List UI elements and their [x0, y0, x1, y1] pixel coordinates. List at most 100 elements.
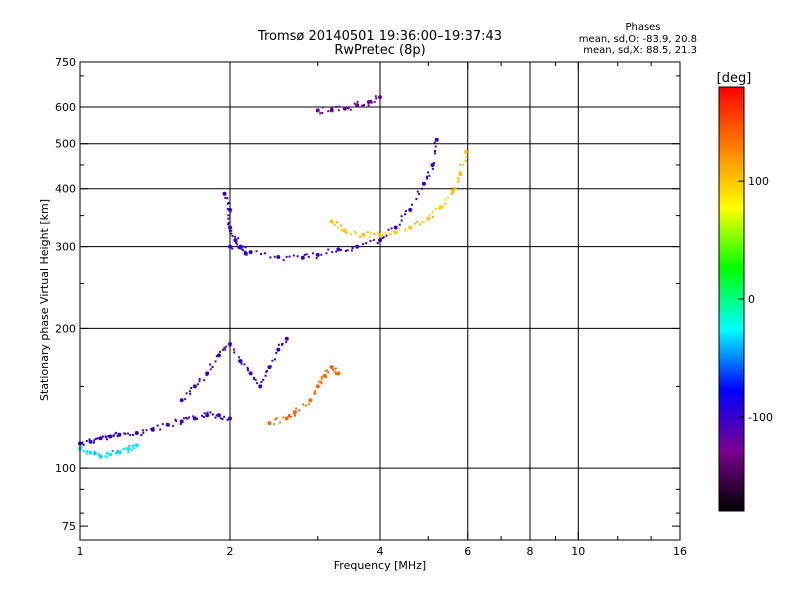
series-7	[267, 365, 341, 426]
echo-0-1-2	[93, 439, 96, 442]
echo-5-0-1	[333, 223, 336, 226]
echo-1-3-5	[115, 451, 118, 454]
echo-0-10-2	[209, 411, 212, 414]
echo-3-4-3	[240, 248, 243, 251]
echo-3-0-1	[226, 197, 229, 200]
echo-3-3-1	[237, 237, 240, 240]
echo-2-0-1	[184, 398, 187, 401]
echo-1-1-5	[97, 452, 100, 455]
echo-0-0-5	[88, 438, 91, 441]
stats-line-x: mean, sd,X: 88.5, 21.3	[583, 45, 697, 56]
echo-4-3-2	[305, 253, 308, 256]
echo-0-10-4	[215, 414, 218, 417]
echo-4-5-5	[351, 246, 354, 249]
echo-1-5-2	[128, 444, 131, 447]
echo-0-5-3	[142, 429, 145, 432]
echo-4-10-3	[428, 174, 431, 177]
echo-0-9-5	[203, 412, 206, 415]
colorbar-tick-label-0: 0	[748, 293, 755, 306]
point-4-2	[276, 255, 281, 260]
echo-7-0-1	[273, 423, 276, 426]
echo-6-0-3	[322, 106, 325, 109]
echo-0-5-1	[140, 434, 143, 437]
echo-2-8-4	[275, 351, 278, 354]
echo-4-5-1	[340, 248, 343, 251]
echo-4-1-5	[273, 255, 276, 258]
echo-7-6-2	[334, 371, 337, 374]
echo-2-2-3	[211, 366, 214, 369]
point-5-2	[361, 232, 366, 237]
echo-4-10-1	[426, 177, 429, 180]
echo-7-2-1	[295, 407, 298, 410]
echo-6-4-5	[375, 97, 378, 100]
echo-0-4-1	[123, 432, 126, 435]
echo-0-2-4	[107, 435, 110, 438]
y-tick-label-75: 75	[62, 520, 76, 533]
echo-7-4-3	[320, 377, 323, 380]
echo-4-7-1	[381, 237, 384, 240]
echo-3-1-5	[227, 221, 230, 224]
echo-1-0-2	[82, 450, 85, 453]
echo-7-4-2	[320, 382, 323, 385]
echo-4-7-4	[387, 228, 390, 231]
echo-0-3-5	[116, 435, 119, 438]
point-5-10	[463, 149, 468, 154]
echo-4-8-3	[400, 215, 403, 218]
point-2-9	[276, 347, 281, 352]
echo-4-1-4	[269, 256, 272, 259]
colorbar-tick-label-100: 100	[748, 175, 769, 188]
echo-2-2-1	[209, 368, 212, 371]
echo-2-4-3	[233, 348, 236, 351]
echo-5-5-3	[419, 223, 422, 226]
point-4-7	[378, 238, 382, 243]
echo-6-3-3	[361, 104, 364, 107]
echo-6-0-4	[327, 110, 330, 113]
echo-5-1-1	[345, 231, 348, 234]
echo-4-1-1	[255, 250, 258, 253]
y-tick-label-400: 400	[55, 183, 76, 196]
echo-4-0-3	[238, 247, 241, 250]
point-1-5	[126, 446, 131, 451]
echo-1-1-2	[93, 450, 96, 453]
echo-2-5-3	[246, 366, 249, 369]
echo-2-0-3	[189, 392, 192, 395]
echo-3-1-1	[229, 210, 232, 213]
point-3-0	[222, 191, 227, 196]
echo-5-8-2	[452, 186, 455, 189]
echo-2-2-5	[215, 355, 218, 358]
echo-0-4-2	[124, 432, 127, 435]
echo-6-1-2	[335, 105, 338, 108]
echo-4-1-3	[264, 252, 267, 255]
stats-title: Phases	[625, 22, 660, 33]
echo-1-3-1	[109, 452, 112, 455]
echo-5-8-3	[456, 180, 459, 183]
echo-4-3-3	[307, 255, 310, 258]
point-5-8	[450, 189, 455, 194]
y-axis: 75 100 200 300 400 500 600 750	[55, 56, 680, 533]
echo-4-4-2	[325, 252, 328, 255]
echo-2-0-4	[188, 390, 191, 393]
echo-3-0-3	[227, 201, 230, 204]
echo-0-0-2	[81, 441, 84, 444]
echo-2-0-2	[185, 392, 188, 395]
echo-7-5-3	[326, 369, 329, 372]
echo-1-4-5	[127, 451, 130, 454]
echo-7-1-2	[289, 415, 292, 418]
echo-5-3-4	[389, 233, 392, 236]
echo-2-4-2	[233, 351, 236, 354]
echo-2-6-4	[254, 378, 257, 381]
point-7-7	[336, 371, 341, 376]
echo-4-9-3	[418, 192, 421, 195]
echo-5-7-5	[450, 192, 453, 195]
echo-2-6-2	[253, 376, 256, 379]
echo-5-2-1	[366, 231, 369, 234]
echo-0-9-3	[201, 414, 204, 417]
echo-0-9-2	[196, 417, 199, 420]
point-5-9	[458, 172, 463, 177]
point-3-2	[228, 225, 232, 230]
point-6-4	[366, 99, 371, 104]
echo-0-8-2	[185, 416, 188, 419]
echo-4-2-3	[288, 255, 291, 258]
echo-7-1-3	[288, 414, 291, 417]
point-4-0	[228, 244, 232, 249]
